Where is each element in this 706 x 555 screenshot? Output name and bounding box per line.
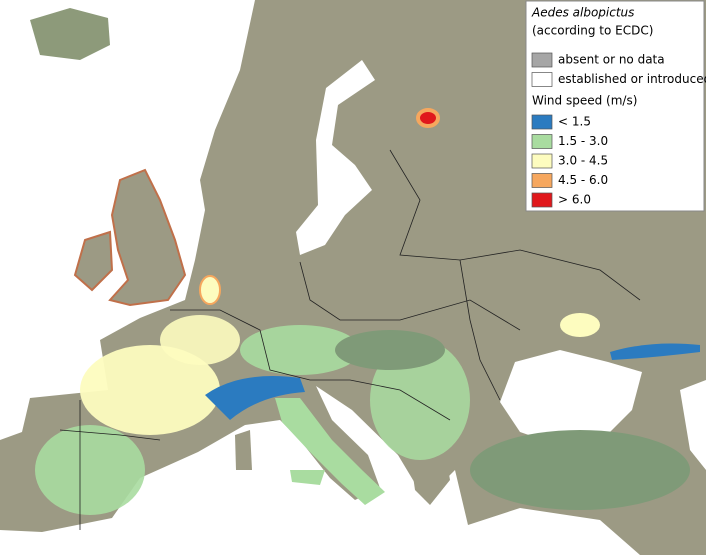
legend-box (525, 0, 705, 212)
border (170, 309, 451, 421)
legend-swatch (531, 114, 553, 130)
ireland (73, 230, 114, 292)
legend-swatch (531, 173, 553, 188)
legend-subtitle: (according to ECDC) (532, 24, 653, 38)
legend-wind-title: Wind speed (m/s) (532, 94, 637, 108)
legend-label: < 1.5 (558, 115, 591, 129)
legend-title: Aedes albopictus (531, 6, 634, 20)
legend-label: 3.0 - 4.5 (558, 154, 608, 168)
sicily (290, 470, 325, 485)
legend-label: > 6.0 (558, 193, 591, 207)
legend-label: established or introduced (558, 72, 706, 86)
zone-yellow (80, 345, 220, 435)
italy (275, 398, 385, 505)
zone-red (416, 108, 440, 128)
zone-green (35, 425, 145, 515)
legend-label: 4.5 - 6.0 (558, 173, 608, 187)
legend-swatch (531, 192, 553, 208)
zone-blue (610, 343, 700, 360)
zone-green (240, 325, 360, 375)
legend-swatch (531, 153, 553, 169)
legend-swatch (531, 52, 553, 68)
zone-dark (470, 430, 690, 510)
legend-swatch (531, 72, 553, 87)
zone-yellow (160, 315, 240, 365)
border (299, 261, 521, 331)
zone-yellow (560, 313, 600, 337)
legend: Aedes albopictus (according to ECDC) Win… (525, 0, 706, 212)
zone-green (370, 340, 470, 460)
legend-swatch (531, 134, 553, 149)
legend-label: 1.5 - 3.0 (558, 134, 608, 148)
black-sea (500, 350, 642, 445)
iceland (30, 8, 110, 60)
britain (108, 168, 187, 307)
sardinia (235, 430, 252, 470)
zone-blue (205, 376, 305, 420)
legend-label: absent or no data (558, 53, 665, 67)
baltic (296, 60, 375, 255)
border (59, 400, 161, 530)
borders (59, 149, 641, 530)
border (459, 259, 501, 401)
wind-zones (35, 108, 700, 515)
greece (410, 450, 450, 505)
zone-dark (335, 330, 445, 370)
caspian (680, 380, 706, 470)
zone-yellow (199, 275, 221, 305)
